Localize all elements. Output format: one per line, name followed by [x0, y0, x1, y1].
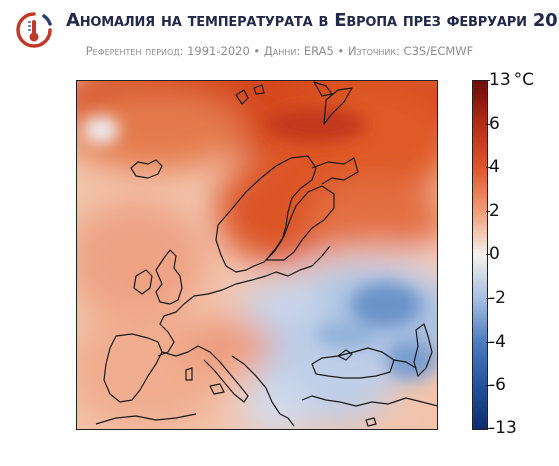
map-subtitle: Референтен период: 1991-2020 • Данни: ER… [85, 44, 474, 58]
colorbar-tick-max: 13 °C [485, 70, 535, 90]
colorbar-tick: 2 [486, 201, 500, 221]
colorbar [472, 80, 488, 430]
coastline-italy [197, 345, 249, 403]
colorbar-tick-min: -13 [486, 418, 517, 438]
colorbar-tick: -4 [486, 332, 506, 352]
colorbar-tick: -2 [486, 288, 506, 308]
coastline-britain [155, 249, 183, 305]
coastline-iceland [130, 159, 163, 179]
temperature-anomaly-map [76, 80, 438, 430]
colorbar-tick: -6 [486, 375, 506, 395]
coastline-scandinavia [215, 155, 317, 273]
coastlines [95, 81, 438, 427]
colorbar-tick: 6 [486, 114, 500, 134]
coastline-iberia [103, 333, 163, 403]
coastline-black-sea [311, 347, 395, 379]
map-title: Аномалия на температурата в Европа през … [66, 10, 559, 31]
colorbar-tick: 4 [486, 157, 500, 177]
thermometer-in-circle-icon [16, 12, 52, 48]
coastline-ireland [133, 269, 153, 295]
colorbar-tick: 0 [486, 244, 500, 264]
